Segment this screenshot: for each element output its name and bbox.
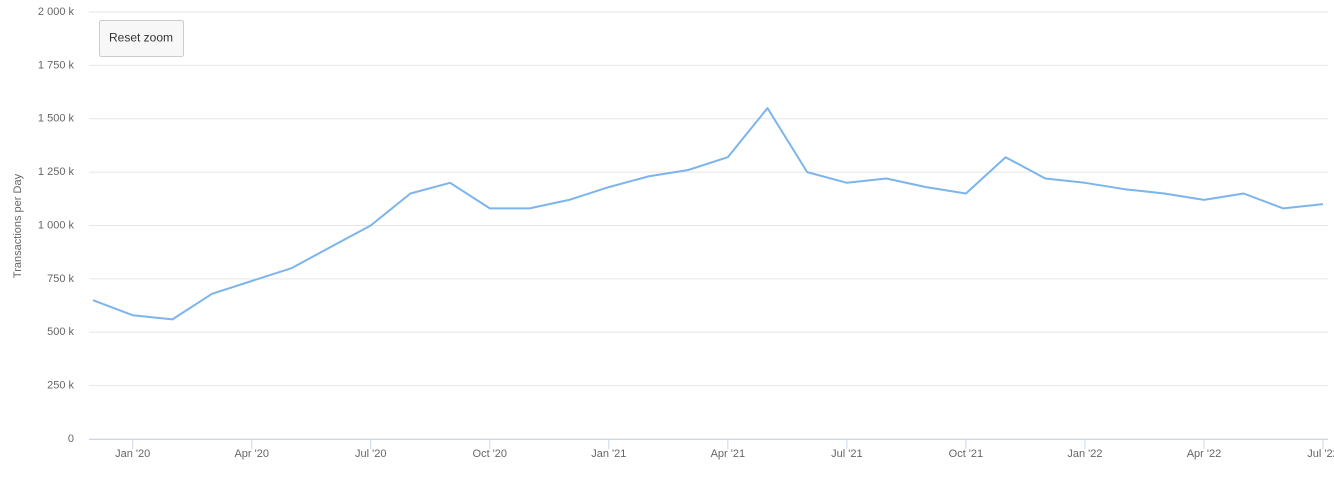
- x-tick-label: Jul '20: [355, 448, 386, 460]
- y-tick-label: 1 750 k: [38, 59, 75, 71]
- button-label[interactable]: Reset zoom: [109, 31, 173, 45]
- reset-zoom-button[interactable]: Reset zoom: [99, 20, 184, 57]
- x-tick-label: Apr '21: [711, 448, 746, 460]
- x-tick-label: Jul '22: [1307, 448, 1334, 460]
- x-tick-label: Oct '20: [473, 448, 508, 460]
- y-axis-title: Transactions per Day: [12, 173, 24, 278]
- y-tick-label: 1 500 k: [38, 113, 75, 125]
- x-tick-label: Jan '20: [115, 448, 150, 460]
- y-tick-label: 0: [68, 433, 74, 445]
- y-tick-label: 750 k: [47, 273, 74, 285]
- button-background[interactable]: [99, 20, 184, 57]
- y-tick-label: 1 000 k: [38, 219, 75, 231]
- x-tick-label: Apr '20: [234, 448, 269, 460]
- series-line: [92, 107, 1324, 321]
- plot-area: 0 250 k 500 k 750 k 1 000 k 1 250 k 1 500 k 1 7…: [38, 6, 1334, 460]
- x-tick-label: Jan '21: [591, 448, 626, 460]
- x-tick-label: Jan '22: [1067, 448, 1102, 460]
- x-tick-label: Jul '21: [831, 448, 862, 460]
- y-tick-label: 2 000 k: [38, 6, 75, 18]
- y-tick-label: 500 k: [47, 326, 74, 338]
- x-tick-label: Apr '22: [1187, 448, 1222, 460]
- y-tick-label: 1 250 k: [38, 166, 75, 178]
- y-tick-label: 250 k: [47, 380, 74, 392]
- x-tick-label: Oct '21: [949, 448, 984, 460]
